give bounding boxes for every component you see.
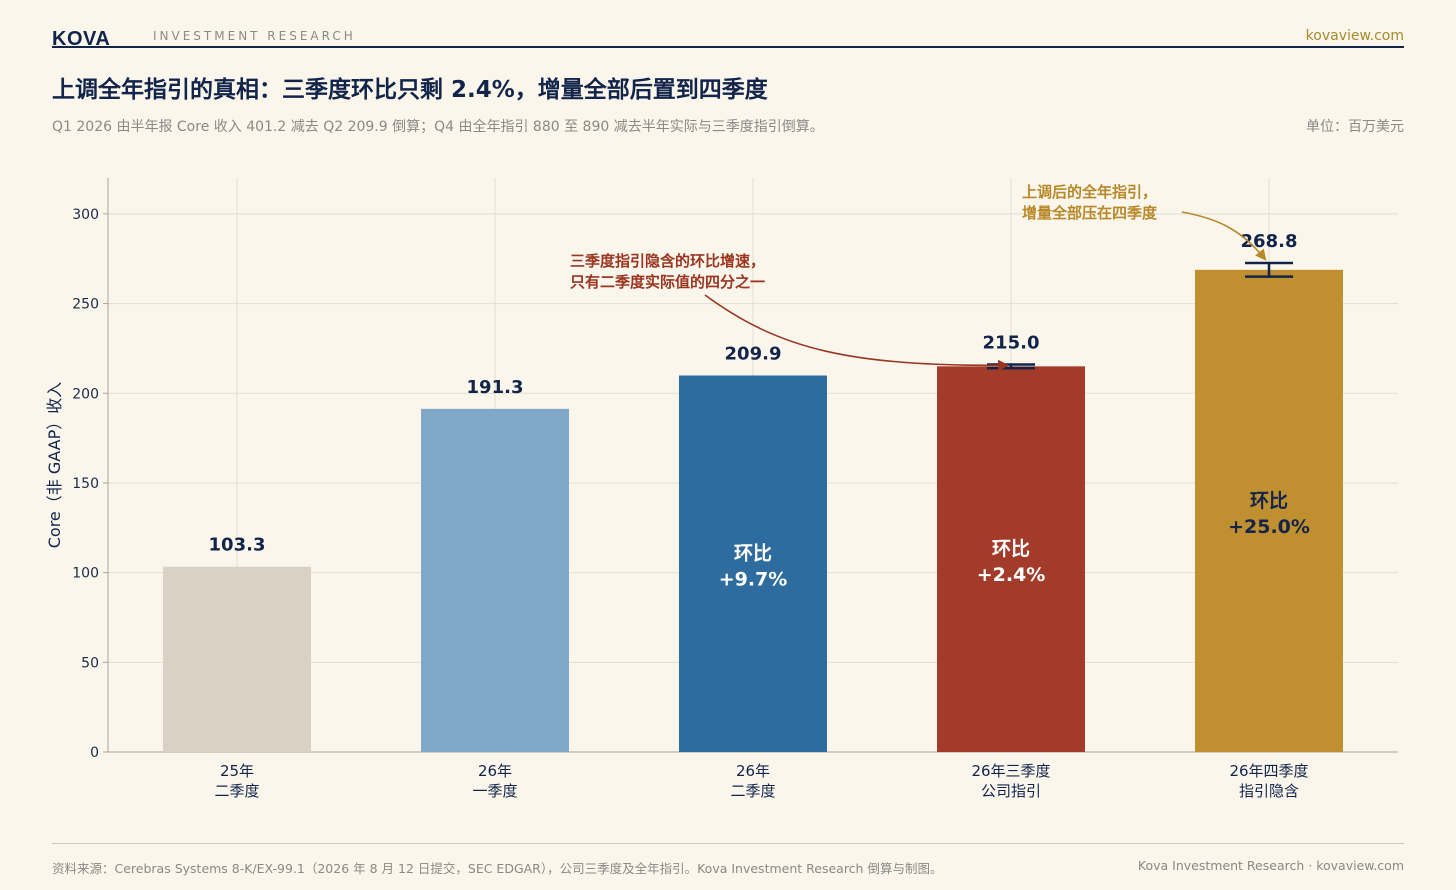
x-tick-label: 26年 bbox=[736, 762, 770, 780]
bar-inner-value: +2.4% bbox=[977, 564, 1046, 586]
y-tick-label: 150 bbox=[72, 476, 99, 492]
y-tick-label: 100 bbox=[72, 566, 99, 582]
bar-inner-value: +9.7% bbox=[719, 569, 788, 591]
bar bbox=[937, 366, 1085, 752]
x-tick-label: 指引隐含 bbox=[1239, 782, 1299, 800]
bar-inner-label: 环比 bbox=[992, 538, 1030, 560]
source-note: 资料来源：Cerebras Systems 8-K/EX-99.1（2026 年… bbox=[52, 861, 943, 876]
bar-inner-label: 环比 bbox=[1250, 490, 1288, 512]
annotation-arrow bbox=[1181, 211, 1267, 261]
y-axis-label: Core（非 GAAP）收入 bbox=[45, 382, 64, 549]
x-tick-label: 26年三季度 bbox=[971, 762, 1050, 780]
bar-inner-value: +25.0% bbox=[1228, 516, 1310, 538]
x-tick-label: 25年 bbox=[220, 762, 254, 780]
annotation-text: 只有二季度实际值的四分之一 bbox=[570, 273, 765, 291]
footer-credit: Kova Investment Research · kovaview.com bbox=[1137, 858, 1404, 873]
x-tick-label: 26年四季度 bbox=[1229, 762, 1308, 780]
brand-logo: KOVA bbox=[52, 28, 111, 50]
x-tick-label: 二季度 bbox=[730, 782, 775, 800]
bar bbox=[1195, 269, 1343, 752]
y-tick-label: 0 bbox=[90, 745, 99, 761]
data-label: 191.3 bbox=[467, 377, 524, 398]
bar bbox=[421, 408, 569, 752]
y-tick-label: 50 bbox=[81, 655, 99, 671]
chart-subtitle: Q1 2026 由半年报 Core 收入 401.2 减去 Q2 209.9 倒… bbox=[52, 119, 824, 135]
bar bbox=[163, 566, 311, 752]
header-divider bbox=[52, 46, 1404, 48]
x-tick-label: 公司指引 bbox=[981, 782, 1041, 800]
annotation-arrow bbox=[704, 294, 1010, 371]
annotation-text: 上调后的全年指引， bbox=[1022, 183, 1157, 201]
x-tick-label: 一季度 bbox=[472, 782, 517, 800]
annotation-text: 三季度指引隐含的环比增速， bbox=[570, 252, 765, 270]
data-label: 215.0 bbox=[983, 333, 1040, 354]
unit-label: 单位：百万美元 bbox=[1306, 119, 1404, 135]
data-label: 103.3 bbox=[209, 535, 266, 556]
bar bbox=[679, 375, 827, 752]
bar-inner-label: 环比 bbox=[734, 543, 772, 565]
x-tick-label: 26年 bbox=[478, 762, 512, 780]
section-label: INVESTMENT RESEARCH bbox=[153, 29, 356, 43]
x-tick-label: 二季度 bbox=[214, 782, 259, 800]
y-tick-label: 250 bbox=[72, 297, 99, 313]
annotation-text: 增量全部压在四季度 bbox=[1022, 204, 1158, 222]
site-link[interactable]: kovaview.com bbox=[1305, 28, 1404, 44]
footer-divider bbox=[52, 843, 1404, 844]
y-tick-label: 200 bbox=[72, 386, 99, 402]
data-label: 209.9 bbox=[725, 343, 782, 364]
bar-chart: 0 50 100 150 200 250 300 Core（非 GAAP）收入 103.3 191… bbox=[45, 178, 1398, 800]
chart-title: 上调全年指引的真相：三季度环比只剩 2.4%，增量全部后置到四季度 bbox=[52, 77, 768, 103]
y-tick-label: 300 bbox=[72, 207, 99, 223]
